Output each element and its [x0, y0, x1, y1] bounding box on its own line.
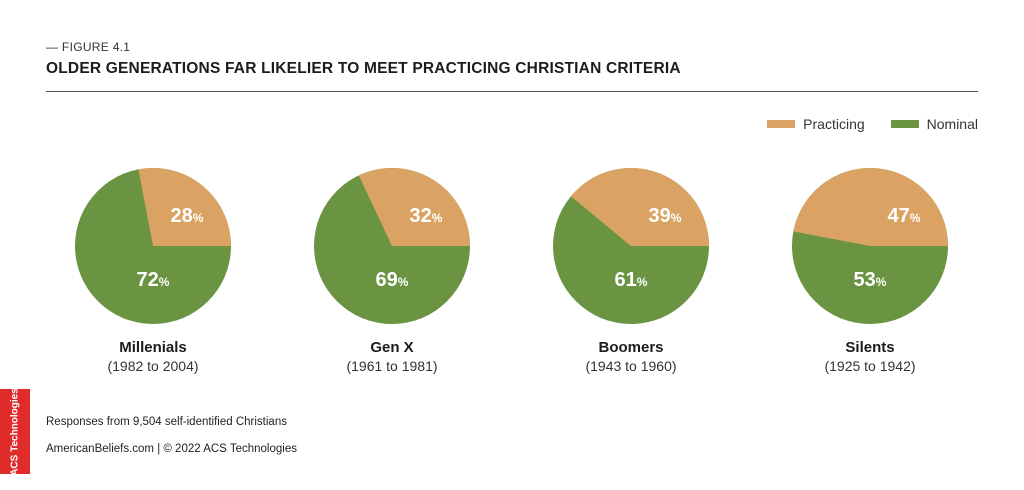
footnote: Responses from 9,504 self-identified Chr… — [46, 416, 287, 428]
chart-title: OLDER GENERATIONS FAR LIKELIER TO MEET P… — [46, 60, 681, 77]
category-range-millenials: (1982 to 2004) — [107, 358, 198, 374]
legend-item-nominal: Nominal — [890, 116, 978, 132]
legend-item-practicing: Practicing — [767, 116, 865, 132]
legend-label-practicing: Practicing — [803, 116, 865, 132]
slice-label-nominal-gen-x: 69% — [376, 269, 409, 291]
figure-label: — FIGURE 4.1 — [46, 40, 131, 54]
pie-slice-practicing-silents — [793, 167, 948, 246]
category-range-silents: (1925 to 1942) — [824, 358, 915, 374]
category-range-gen-x: (1961 to 1981) — [346, 358, 437, 374]
pie-slice-practicing-millenials — [138, 168, 232, 246]
pie-slice-practicing-boomers — [570, 168, 709, 246]
slice-label-nominal-silents: 53% — [854, 269, 887, 291]
category-label-millenials: Millenials — [119, 339, 187, 356]
brand-logo: ACS Technologies — [0, 387, 30, 476]
slice-label-practicing-silents: 47% — [888, 205, 921, 227]
credit-line: AmericanBeliefs.com | © 2022 ACS Technol… — [46, 443, 297, 455]
legend-label-nominal: Nominal — [926, 116, 978, 132]
legend-swatch-nominal — [890, 120, 919, 128]
slice-label-nominal-boomers: 61% — [615, 269, 648, 291]
slice-label-practicing-boomers: 39% — [649, 205, 682, 227]
category-label-gen-x: Gen X — [370, 339, 413, 356]
slice-label-practicing-gen-x: 32% — [410, 205, 443, 227]
category-range-boomers: (1943 to 1960) — [585, 358, 676, 374]
slice-label-practicing-millenials: 28% — [171, 205, 204, 227]
pie-slice-practicing-gen-x — [358, 168, 470, 246]
title-divider — [46, 91, 978, 92]
category-label-silents: Silents — [845, 339, 894, 356]
legend-swatch-practicing — [767, 120, 796, 128]
legend: Practicing Nominal — [767, 116, 978, 132]
slice-label-nominal-millenials: 72% — [137, 269, 170, 291]
category-label-boomers: Boomers — [598, 339, 663, 356]
brand-logo-text: ACS Technologies — [9, 387, 21, 476]
